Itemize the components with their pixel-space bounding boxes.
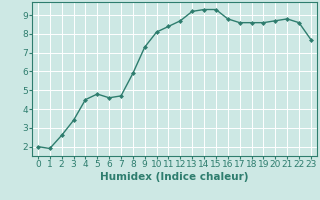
X-axis label: Humidex (Indice chaleur): Humidex (Indice chaleur) bbox=[100, 172, 249, 182]
